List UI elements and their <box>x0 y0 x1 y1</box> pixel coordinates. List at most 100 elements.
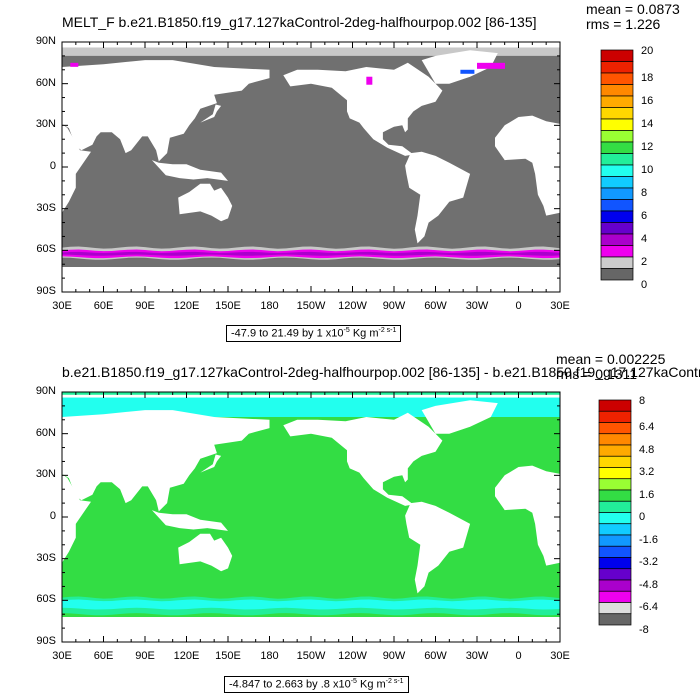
land-eurasia-top <box>62 60 270 162</box>
top-range-exp: -5 <box>343 327 350 334</box>
x-tick-label: 150E <box>215 650 241 662</box>
top-range-label: -47.9 to 21.49 by 1 x10-5 Kg m-2 s-1 <box>226 325 402 342</box>
ice-band-north <box>62 47 560 56</box>
top-range-unit: Kg m <box>349 327 379 340</box>
x-tick-label: 120E <box>173 300 200 312</box>
colorbar-label: -8 <box>639 623 649 636</box>
land-greenland-top <box>421 50 498 84</box>
diff-band-south <box>62 599 560 610</box>
top-range-unit-exp: -2 s-1 <box>378 327 397 334</box>
colorbar-swatch <box>598 455 632 468</box>
colorbar-label: 10 <box>641 163 654 176</box>
y-tick-label: 90N <box>35 35 56 47</box>
colorbar-swatch <box>600 107 634 120</box>
colorbar-label: -1.6 <box>639 533 658 546</box>
land-africa-east-bottom <box>62 465 91 566</box>
x-tick-label: 90E <box>135 650 155 662</box>
land-indonesia-bottom <box>151 510 228 531</box>
land-japan-top <box>200 104 222 123</box>
x-tick-label: 150E <box>215 300 241 312</box>
colorbar-label: 4 <box>641 232 648 245</box>
land-samerica-bottom <box>405 501 471 594</box>
melt-spot-hudson <box>366 76 373 85</box>
colorbar-swatch <box>600 61 634 74</box>
colorbar-swatch <box>600 256 634 269</box>
colorbar-label: 12 <box>641 140 654 153</box>
melt-spot-north-atlantic <box>477 62 505 69</box>
y-tick-label: 90N <box>35 385 56 397</box>
colorbar-swatch <box>600 141 634 154</box>
colorbar-label: 8 <box>641 186 648 199</box>
colorbar-label: 18 <box>641 71 654 84</box>
y-tick-label: 0 <box>49 160 56 172</box>
x-tick-label: 120E <box>173 650 200 662</box>
x-tick-label: 30E <box>52 650 72 662</box>
y-tick-label: 30N <box>35 118 56 131</box>
colorbar-swatch <box>598 545 632 558</box>
x-tick-label: 150W <box>296 300 326 312</box>
land-africa-east-top <box>62 115 91 216</box>
top-range-text: -47.9 to 21.49 by 1 x10 <box>231 327 344 340</box>
colorbar-swatch <box>600 222 634 235</box>
colorbar-swatch <box>598 512 632 525</box>
bottom-range-text: -4.847 to 2.663 by .8 x10 <box>229 678 351 691</box>
colorbar-swatch <box>598 467 632 480</box>
colorbar-swatch <box>600 176 634 189</box>
y-tick-label: 60N <box>35 76 56 89</box>
x-tick-label: 60E <box>93 300 114 312</box>
colorbar-swatch <box>600 199 634 212</box>
y-tick-label: 60N <box>35 426 56 439</box>
x-tick-label: 120W <box>338 300 367 312</box>
colorbar-label: 16 <box>641 94 654 107</box>
colorbar-label: 2 <box>641 255 648 268</box>
land-samerica-top <box>405 151 471 244</box>
colorbar-swatch <box>600 72 634 85</box>
melt-core-south <box>62 251 560 256</box>
colorbar-swatch <box>598 557 632 570</box>
x-tick-label: 180 <box>260 650 279 662</box>
x-tick-label: 30E <box>550 650 570 662</box>
land-australia-top <box>178 183 233 222</box>
x-tick-label: 90W <box>382 650 406 662</box>
colorbar-swatch <box>598 613 632 626</box>
y-tick-label: 0 <box>49 510 56 522</box>
y-tick-label: 30N <box>35 468 56 481</box>
x-tick-label: 90E <box>135 300 155 312</box>
y-tick-label: 90S <box>36 285 56 297</box>
colorbar-swatch <box>600 268 634 281</box>
top-title: MELT_F b.e21.B1850.f19_g17.127kaControl-… <box>62 14 537 30</box>
x-tick-label: 150W <box>296 650 326 662</box>
land-namerica-top <box>283 62 443 156</box>
x-tick-label: 60E <box>93 650 114 662</box>
top-mean: mean = 0.0873 <box>586 1 680 17</box>
colorbar-label: -6.4 <box>639 601 658 614</box>
x-tick-label: 90W <box>382 300 406 312</box>
colorbar-swatch <box>598 534 632 547</box>
x-tick-label: 0 <box>515 300 522 312</box>
colorbar-swatch <box>598 422 632 435</box>
x-tick-label: 30W <box>465 650 489 662</box>
colorbar-label: -3.2 <box>639 556 658 569</box>
colorbar-label: 4.8 <box>639 443 655 456</box>
bottom-rms: rms = 0.1311 <box>556 366 638 382</box>
colorbar-label: 0 <box>639 511 646 524</box>
x-tick-label: 180 <box>260 300 279 312</box>
colorbar-swatch <box>598 433 632 446</box>
land-africa-west-bottom <box>495 465 560 566</box>
x-tick-label: 30E <box>550 300 570 312</box>
colorbar-swatch <box>598 602 632 615</box>
colorbar-label: -4.8 <box>639 578 658 591</box>
colorbar-swatch <box>600 49 634 62</box>
bottom-range-exp: -5 <box>350 678 357 685</box>
land-greenland-bottom <box>421 400 498 434</box>
colorbar-swatch <box>598 523 632 536</box>
y-tick-label: 30S <box>36 551 56 564</box>
colorbar-swatch <box>600 187 634 200</box>
bottom-mean: mean = 0.002225 <box>556 351 666 367</box>
x-tick-label: 0 <box>515 650 522 662</box>
colorbar-swatch <box>598 590 632 603</box>
land-namerica-bottom <box>283 412 443 506</box>
colorbar-swatch <box>598 500 632 513</box>
colorbar-swatch <box>600 210 634 223</box>
